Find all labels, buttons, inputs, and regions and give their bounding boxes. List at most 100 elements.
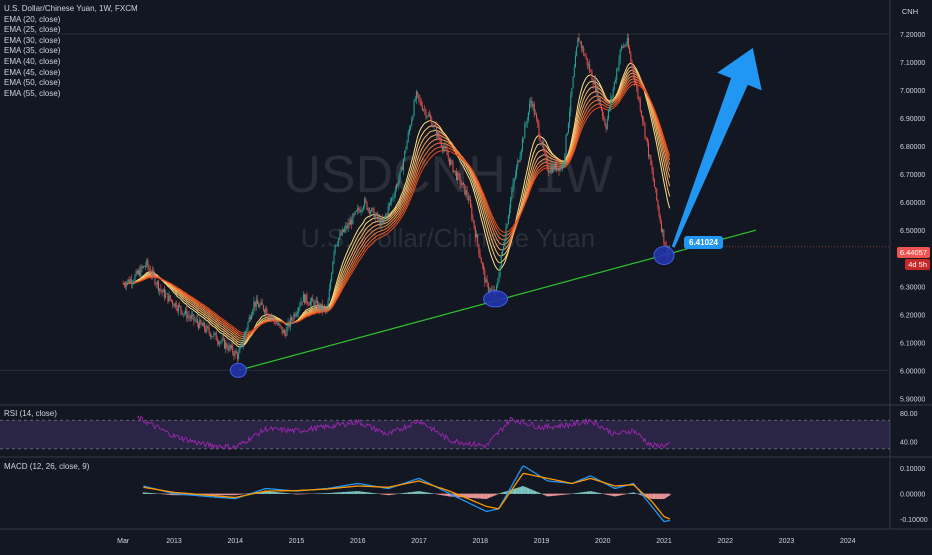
candle-body: [156, 284, 157, 285]
macd-histogram-bar: [415, 492, 416, 494]
candle-body: [391, 198, 392, 202]
candle-body: [144, 266, 145, 267]
candle-body: [501, 255, 502, 266]
legend-ema-25[interactable]: EMA (25, close): [4, 25, 138, 36]
macd-histogram-bar: [660, 494, 661, 499]
candle-body: [226, 343, 227, 348]
candle-body: [508, 216, 509, 224]
candle-body: [648, 143, 649, 157]
macd-histogram-bar: [327, 493, 328, 494]
x-tick-label: 2020: [595, 538, 611, 545]
candle-body: [560, 166, 561, 171]
candle-body: [613, 89, 614, 96]
macd-histogram-bar: [424, 492, 425, 494]
rsi-label[interactable]: RSI (14, close): [4, 409, 57, 418]
macd-histogram-bar: [228, 494, 229, 496]
macd-histogram-bar: [633, 492, 634, 494]
candle-body: [284, 330, 285, 333]
price-callout[interactable]: 6.41024: [684, 236, 723, 249]
candle-body: [164, 289, 165, 297]
candle-body: [165, 294, 166, 298]
candle-body: [423, 110, 424, 111]
candle-body: [352, 214, 353, 224]
candle-body: [336, 245, 337, 246]
candle-body: [402, 167, 403, 170]
macd-histogram-bar: [301, 494, 302, 495]
macd-histogram-bar: [536, 492, 537, 494]
macd-histogram-bar: [519, 487, 520, 494]
macd-histogram-bar: [361, 492, 362, 494]
candle-body: [139, 270, 140, 275]
macd-histogram-bar: [629, 493, 630, 494]
legend-ema-35[interactable]: EMA (35, close): [4, 46, 138, 57]
macd-histogram-bar: [294, 494, 295, 495]
macd-histogram-bar: [345, 492, 346, 494]
candle-body: [195, 320, 196, 321]
candle-body: [339, 233, 340, 238]
candle-body: [313, 302, 314, 308]
macd-histogram-bar: [392, 494, 393, 495]
candle-body: [427, 116, 428, 117]
macd-histogram-bar: [225, 494, 226, 496]
legend-ema-40[interactable]: EMA (40, close): [4, 57, 138, 68]
candle-body: [397, 184, 398, 185]
macd-histogram-bar: [584, 492, 585, 494]
macd-histogram-bar: [623, 494, 624, 495]
macd-label[interactable]: MACD (12, 26, close, 9): [4, 462, 89, 471]
legend-ema-45[interactable]: EMA (45, close): [4, 68, 138, 79]
macd-histogram-bar: [396, 494, 397, 495]
macd-histogram-bar: [217, 494, 218, 496]
candle-body: [270, 316, 271, 317]
candle-body: [646, 137, 647, 138]
drawings[interactable]: [230, 48, 890, 377]
macd-histogram-bar: [350, 492, 351, 494]
macd-histogram-bar: [145, 493, 146, 494]
macd-histogram-bar: [351, 491, 352, 493]
macd-histogram-bar: [480, 494, 481, 499]
candle-body: [557, 168, 558, 171]
candle-body: [306, 294, 307, 302]
macd-histogram-bar: [150, 493, 151, 494]
candle-body: [277, 323, 278, 324]
candle-body: [253, 302, 254, 311]
y-tick-label: 6.80000: [900, 144, 925, 151]
macd-tick-label: 0.10000: [900, 466, 925, 473]
candle-body: [190, 317, 191, 318]
macd-histogram-bar: [425, 492, 426, 494]
macd-histogram-bar: [535, 491, 536, 494]
macd-histogram-bar: [368, 492, 369, 494]
macd-histogram-bar: [603, 494, 604, 495]
candle-body: [659, 207, 660, 216]
candle-body: [390, 202, 391, 203]
macd-histogram-bar: [166, 494, 167, 495]
candle-body: [268, 314, 269, 315]
macd-histogram-bar: [533, 490, 534, 494]
legend-ema-55[interactable]: EMA (55, close): [4, 89, 138, 100]
macd-histogram-bar: [566, 494, 567, 495]
macd-histogram-bar: [391, 494, 392, 495]
y-tick-label: 6.70000: [900, 172, 925, 179]
macd-histogram-bar: [152, 493, 153, 494]
macd-histogram-bar: [236, 494, 237, 495]
candle-body: [242, 343, 243, 345]
macd-histogram-bar: [542, 494, 543, 495]
candle-body: [482, 263, 483, 265]
candle-body: [533, 104, 534, 107]
candle-body: [430, 116, 431, 118]
candle-body: [275, 320, 276, 324]
legend-ema-20[interactable]: EMA (20, close): [4, 15, 138, 26]
candle-body: [305, 294, 306, 303]
macd-histogram-bar: [663, 494, 664, 499]
macd-histogram-bar: [303, 494, 304, 495]
candle-body: [458, 173, 459, 176]
legend-ema-50[interactable]: EMA (50, close): [4, 78, 138, 89]
macd-histogram-bar: [404, 493, 405, 494]
x-tick-label: 2024: [840, 538, 856, 545]
legend-ema-30[interactable]: EMA (30, close): [4, 36, 138, 47]
candle-body: [180, 306, 181, 311]
macd-histogram-bar: [501, 493, 502, 494]
candle-body: [467, 190, 468, 196]
y-tick-label: 6.50000: [900, 228, 925, 235]
